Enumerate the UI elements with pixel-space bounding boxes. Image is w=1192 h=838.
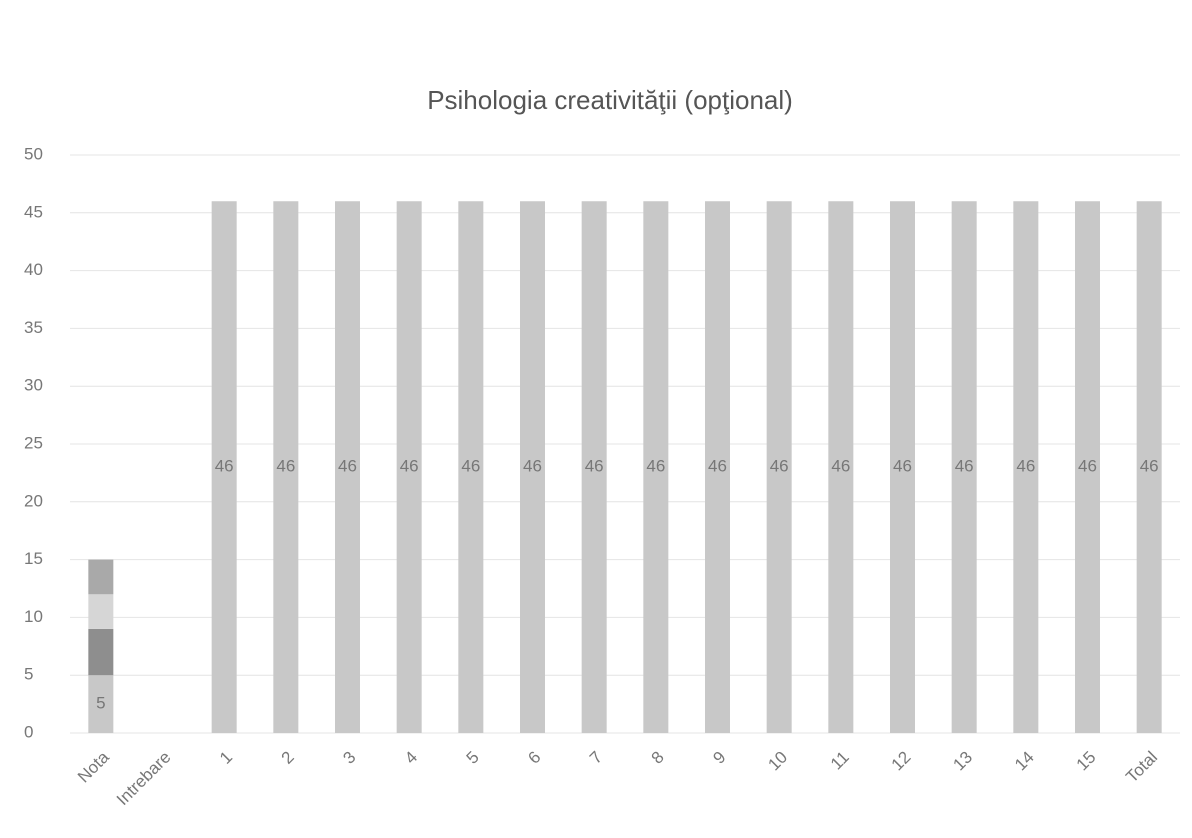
bar-segment <box>705 201 730 734</box>
x-tick-label: 12 <box>888 748 915 775</box>
bar-segment <box>396 201 422 734</box>
y-tick-label: 40 <box>24 260 43 279</box>
y-tick-label: 35 <box>24 318 43 337</box>
x-tick-label: 7 <box>586 748 606 768</box>
y-tick-label: 20 <box>24 491 43 510</box>
data-label: 46 <box>646 457 665 476</box>
bar-segment <box>581 201 607 734</box>
bar-segment <box>211 201 237 734</box>
x-tick-label: 13 <box>949 748 976 775</box>
x-tick-label: 11 <box>827 748 853 774</box>
y-tick-label: 25 <box>24 433 43 452</box>
data-label: 46 <box>276 457 295 476</box>
bar-segment <box>88 675 114 733</box>
x-tick-label: 2 <box>278 748 298 768</box>
data-label: 46 <box>1016 457 1035 476</box>
y-tick-label: 30 <box>24 376 43 395</box>
data-label: 46 <box>461 457 480 476</box>
bar-segment <box>88 594 114 629</box>
y-tick-label: 10 <box>24 607 43 626</box>
data-label: 46 <box>215 457 234 476</box>
bar-segment <box>520 201 545 734</box>
bar-segment <box>643 201 669 734</box>
bar-segment <box>766 201 792 734</box>
y-tick-label: 15 <box>24 549 43 568</box>
data-label: 46 <box>708 457 727 476</box>
y-tick-label: 45 <box>24 202 43 221</box>
x-tick-label: Intrebare <box>113 748 175 810</box>
bar-segment <box>1013 201 1039 734</box>
x-tick-label: 9 <box>709 748 729 768</box>
data-label: 46 <box>585 457 604 476</box>
bar-segment <box>335 201 360 734</box>
data-label: 46 <box>831 457 850 476</box>
y-tick-label: 0 <box>24 722 33 741</box>
data-label: 46 <box>400 457 419 476</box>
y-tick-label: 50 <box>24 144 43 163</box>
x-tick-label: 1 <box>216 748 236 768</box>
bar-segment <box>273 201 299 734</box>
bar-segment <box>828 201 854 734</box>
data-label: 46 <box>338 457 357 476</box>
x-tick-label: 14 <box>1011 748 1038 775</box>
x-tick-label: 8 <box>648 748 668 768</box>
bar-segment <box>890 201 915 734</box>
data-label: 46 <box>1140 457 1159 476</box>
x-tick-label: 3 <box>339 748 359 768</box>
x-tick-label: Total <box>1122 748 1161 787</box>
x-tick-label: 15 <box>1073 748 1100 775</box>
bar-segment <box>1075 201 1100 734</box>
x-tick-label: 5 <box>463 748 483 768</box>
data-label: 5 <box>96 694 105 713</box>
x-tick-label: 6 <box>524 748 544 768</box>
x-tick-label: 10 <box>764 748 791 775</box>
data-label: 46 <box>955 457 974 476</box>
bar-segment <box>1136 201 1162 734</box>
data-label: 46 <box>893 457 912 476</box>
bar-segment <box>951 201 977 734</box>
chart-title: Psihologia creativităţii (opţional) <box>427 85 793 115</box>
data-label: 46 <box>1078 457 1097 476</box>
bar-segment <box>88 559 114 595</box>
y-tick-label: 5 <box>24 665 33 684</box>
data-label: 46 <box>770 457 789 476</box>
bar-segment <box>88 628 114 676</box>
x-tick-label: 4 <box>401 748 421 768</box>
data-label: 46 <box>523 457 542 476</box>
bar-segment <box>458 201 484 734</box>
x-tick-label: Nota <box>74 747 113 786</box>
